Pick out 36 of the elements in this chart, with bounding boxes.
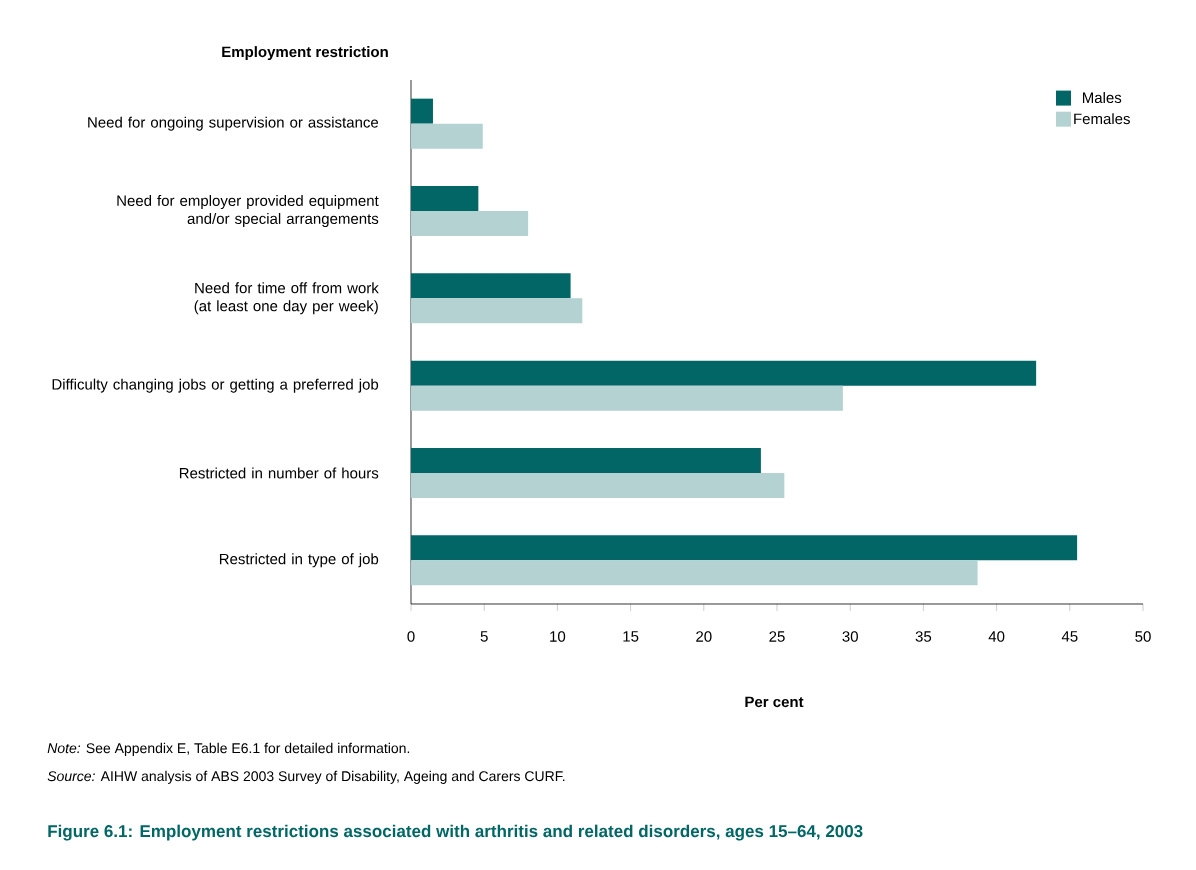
x-tick-label: 40 — [988, 631, 1005, 642]
y-tick-label: Difficulty changing jobs or getting a preferred job — [52, 378, 379, 393]
y-tick-label: Need for time off from work (at least one day per week) — [194, 282, 379, 315]
legend-label: Males — [1082, 92, 1122, 104]
x-tick-label: 10 — [550, 631, 566, 642]
x-tick-label: 50 — [1135, 631, 1151, 642]
y-axis-title: Employment restriction — [222, 46, 388, 61]
x-tick-label: 15 — [623, 631, 639, 642]
bar — [411, 273, 571, 299]
x-tick-label: 35 — [915, 631, 932, 642]
bar — [411, 210, 529, 236]
x-tick-label: 30 — [842, 631, 858, 642]
text: Figure 6.1: Employment restrictions associated with arthritis and related disorders, ages 15–64, 2003 — [48, 824, 863, 841]
y-tick-label: Restricted in number of hours — [179, 467, 379, 479]
bar — [411, 298, 583, 324]
bar — [411, 472, 785, 498]
bar — [411, 98, 433, 124]
y-tick-label: Need for employer provided equipment and/or special arrangements — [117, 194, 379, 227]
text: Source: AIHW analysis of ABS 2003 Survey of Disability, Ageing and Carers CURF. — [47, 770, 565, 784]
x-axis-title: Per cent — [745, 696, 804, 708]
text: Note: See Appendix E, Table E6.1 for detailed information. — [47, 742, 410, 756]
bar — [411, 123, 483, 149]
x-tick-label: 25 — [769, 631, 785, 642]
bar — [411, 360, 1037, 386]
y-tick-label: Need for ongoing supervision or assistance — [88, 116, 379, 131]
bar — [411, 535, 1078, 561]
y-tick-label: Restricted in type of job — [219, 553, 379, 568]
x-tick-label: 45 — [1061, 631, 1078, 642]
bar — [411, 385, 843, 411]
x-tick-label: 20 — [696, 631, 712, 642]
x-tick-label: 0 — [407, 631, 415, 642]
legend-label: Females — [1074, 113, 1130, 125]
bar — [411, 185, 479, 211]
bar — [411, 447, 761, 473]
bar — [411, 560, 978, 586]
x-tick-label: 5 — [480, 631, 488, 642]
